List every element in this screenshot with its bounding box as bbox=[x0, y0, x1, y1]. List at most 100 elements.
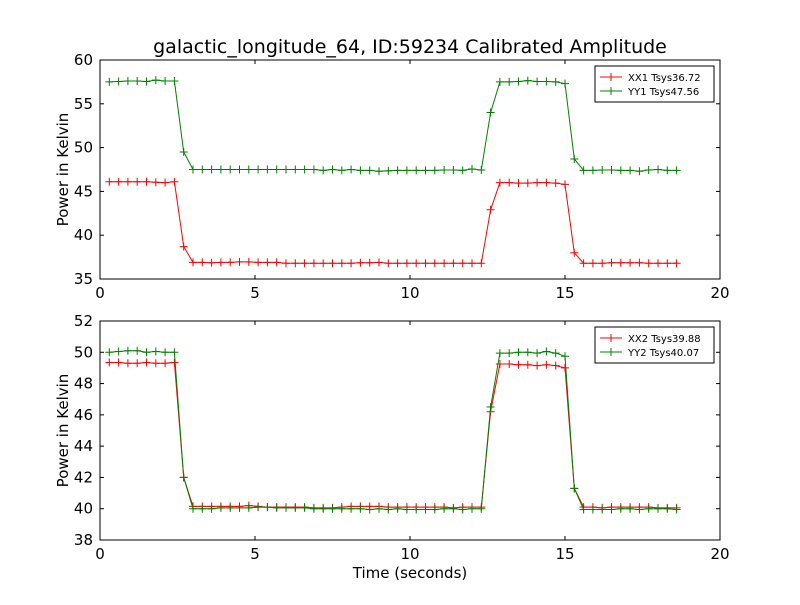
data-point bbox=[561, 180, 569, 189]
data-point bbox=[616, 258, 625, 267]
data-point bbox=[375, 167, 383, 176]
legend-marker bbox=[607, 73, 615, 81]
data-point bbox=[430, 166, 439, 175]
data-point bbox=[430, 505, 439, 514]
data-point bbox=[170, 177, 179, 186]
data-point bbox=[542, 77, 551, 86]
data-point bbox=[216, 258, 225, 267]
data-point bbox=[384, 259, 393, 268]
data-point bbox=[263, 503, 272, 512]
data-point bbox=[291, 165, 300, 174]
data-point bbox=[170, 77, 179, 86]
data-point bbox=[235, 503, 244, 512]
x-tick-label: 5 bbox=[250, 284, 260, 302]
data-point bbox=[179, 242, 188, 251]
x-tick-label: 15 bbox=[555, 284, 574, 302]
data-point bbox=[226, 258, 235, 267]
data-point bbox=[337, 166, 346, 175]
data-point bbox=[468, 165, 476, 174]
data-point bbox=[626, 504, 635, 513]
data-point bbox=[319, 166, 328, 175]
data-point bbox=[644, 165, 653, 174]
data-point bbox=[384, 505, 393, 514]
data-point bbox=[142, 358, 151, 367]
data-point bbox=[207, 165, 216, 174]
data-point bbox=[402, 505, 411, 514]
data-point bbox=[644, 504, 653, 513]
data-point bbox=[216, 165, 225, 174]
data-point bbox=[207, 504, 216, 513]
data-point bbox=[468, 504, 476, 513]
data-point bbox=[123, 346, 132, 355]
x-tick-label: 10 bbox=[400, 545, 419, 563]
data-point bbox=[449, 259, 458, 268]
data-point bbox=[551, 361, 560, 370]
data-point bbox=[309, 504, 318, 513]
legend-box bbox=[594, 326, 715, 364]
data-point bbox=[635, 505, 644, 514]
data-point bbox=[505, 178, 514, 187]
data-point bbox=[282, 259, 290, 268]
y-tick-label: 42 bbox=[74, 468, 93, 486]
data-point bbox=[486, 403, 495, 412]
data-point bbox=[170, 358, 179, 367]
data-point bbox=[430, 259, 439, 268]
data-point bbox=[198, 165, 207, 174]
data-point bbox=[170, 348, 179, 357]
data-point bbox=[588, 166, 597, 175]
data-point bbox=[533, 361, 542, 370]
panel-bottom: 0 5 10 15 20 38 40 42 44 46 48 50 52 Power in Kelvin T… bbox=[54, 312, 730, 582]
data-point bbox=[365, 258, 374, 267]
legend-marker bbox=[607, 348, 615, 356]
legend-label: XX2 Tsys39.88 bbox=[628, 334, 701, 345]
data-point bbox=[161, 178, 170, 187]
data-point bbox=[393, 259, 402, 268]
data-point bbox=[226, 165, 235, 174]
data-point bbox=[114, 347, 123, 356]
data-point bbox=[514, 77, 523, 86]
data-point bbox=[654, 165, 662, 174]
data-point bbox=[365, 505, 374, 514]
data-point bbox=[263, 165, 272, 174]
data-point bbox=[412, 166, 421, 175]
data-point bbox=[495, 178, 504, 187]
data-point bbox=[505, 77, 514, 86]
y-axis-label: Power in Kelvin bbox=[54, 374, 72, 488]
y-tick-label: 48 bbox=[74, 375, 93, 393]
data-point bbox=[672, 166, 681, 175]
data-point bbox=[579, 259, 588, 268]
data-point bbox=[133, 359, 142, 368]
data-point bbox=[551, 77, 560, 86]
data-point bbox=[226, 503, 235, 512]
data-point bbox=[458, 259, 467, 268]
data-point bbox=[495, 349, 504, 358]
data-point bbox=[133, 346, 142, 355]
legend-marker bbox=[607, 87, 615, 95]
data-point bbox=[477, 504, 486, 513]
data-point bbox=[254, 503, 263, 512]
data-point bbox=[114, 358, 123, 367]
data-point bbox=[635, 167, 644, 176]
data-point bbox=[579, 166, 588, 175]
data-point bbox=[356, 504, 365, 513]
data-point bbox=[198, 504, 207, 513]
data-point bbox=[133, 177, 142, 186]
data-point bbox=[384, 166, 393, 175]
data-point bbox=[440, 259, 449, 268]
data-point bbox=[105, 177, 114, 186]
data-point bbox=[644, 259, 653, 268]
legend-label: XX1 Tsys36.72 bbox=[628, 73, 701, 84]
y-tick-label: 45 bbox=[74, 182, 93, 200]
data-point bbox=[514, 348, 523, 357]
data-point bbox=[570, 154, 579, 163]
data-point bbox=[663, 259, 672, 268]
data-point bbox=[328, 259, 337, 268]
data-point bbox=[598, 505, 607, 514]
data-point bbox=[523, 360, 532, 369]
data-point bbox=[421, 505, 430, 514]
x-tick-label: 5 bbox=[250, 545, 260, 563]
data-point bbox=[393, 166, 402, 175]
data-point bbox=[179, 147, 188, 156]
data-point bbox=[440, 504, 449, 513]
